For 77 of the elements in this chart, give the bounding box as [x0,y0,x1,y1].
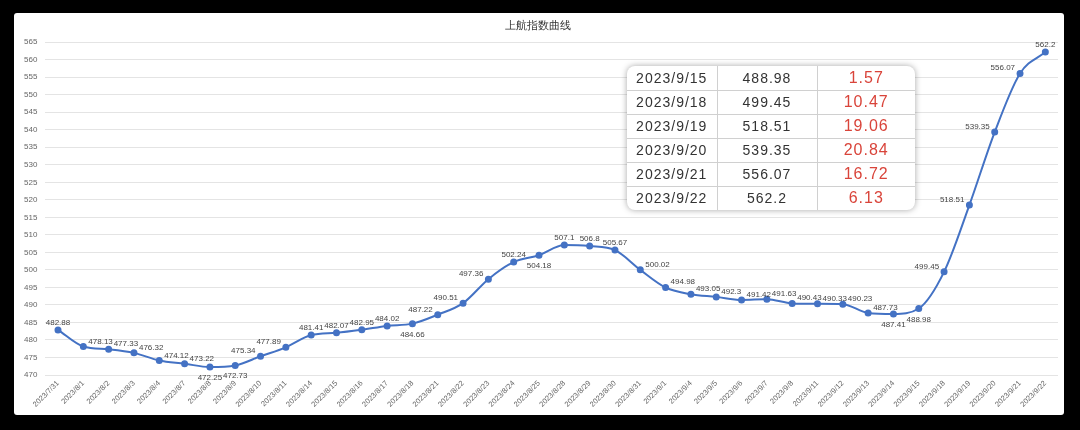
data-label: 539.35 [965,122,991,132]
data-label: 475.34 [231,346,257,356]
y-tick-label: 510 [23,230,38,240]
y-tick-label: 565 [23,37,38,47]
data-label: 490.33 [822,293,848,303]
y-tick-label: 550 [23,89,38,99]
y-tick-label: 500 [23,265,38,275]
annotation: 2023/9/21 [636,166,708,182]
data-label: 494.98 [670,277,696,287]
data-label: 477.89 [256,337,282,347]
data-label: 490.43 [797,293,823,303]
data-label: 482.95 [349,317,375,327]
annotation: 19.06 [843,117,889,134]
annotation: 6.13 [848,189,884,207]
data-label: 505.67 [602,238,628,248]
data-label: 492.3 [721,286,742,296]
data-label: 502.24 [501,250,527,260]
y-tick-label: 485 [23,317,38,327]
y-tick-label: 525 [23,177,38,187]
y-tick-label: 515 [23,212,38,222]
data-label: 472.73 [222,371,249,381]
annotation: 1.57 [848,68,884,86]
data-label: 506.8 [579,234,601,244]
y-tick-label: 505 [23,247,38,257]
annotation: 556.07 [742,166,792,182]
annotation: 2023/9/22 [636,190,708,207]
y-tick-label: 475 [23,352,38,362]
data-label: 477.33 [113,339,139,349]
data-label: 499.45 [914,261,940,271]
y-tick-label: 535 [23,142,38,152]
data-label: 504.18 [526,261,552,271]
y-tick-label: 555 [23,72,38,82]
data-label: 488.98 [906,314,932,324]
annotation: 2023/9/20 [636,142,708,158]
data-label: 481.41 [298,323,324,333]
y-tick-label: 560 [23,54,38,64]
data-label: 487.73 [873,302,899,312]
data-label: 500.02 [645,259,671,269]
data-label: 476.32 [138,342,164,352]
data-label: 484.02 [374,313,400,323]
annotation: 20.84 [843,141,889,158]
data-label: 491.63 [771,289,797,299]
data-label: 490.51 [433,293,459,303]
annotation: 2023/9/18 [636,94,708,110]
data-label: 473.22 [189,353,215,363]
data-label: 487.41 [881,320,907,330]
data-label: 497.36 [458,269,484,279]
data-label: 482.07 [324,320,350,330]
data-label: 482.88 [45,317,71,327]
y-tick-label: 470 [23,370,38,380]
data-label: 507.1 [554,233,575,243]
annotation: 16.72 [843,165,889,182]
chart-title: 上航指数曲线 [505,18,571,31]
annotation: 499.45 [742,94,792,110]
data-label: 478.13 [88,336,114,346]
data-label: 493.05 [695,284,721,294]
y-tick-label: 530 [23,160,38,170]
data-label: 556.07 [990,63,1016,73]
annotation: 2023/9/15 [636,69,708,86]
y-tick-label: 480 [23,335,38,345]
y-tick-label: 520 [23,195,38,205]
y-tick-label: 490 [23,300,38,310]
annotation: 2023/9/19 [636,118,708,134]
y-tick-label: 495 [23,282,38,292]
data-label: 487.22 [408,304,434,314]
annotation: 562.2 [746,190,788,207]
annotation: 518.51 [742,118,792,134]
data-label: 474.12 [164,350,190,360]
annotation: 488.98 [742,69,792,86]
y-tick-label: 545 [23,107,38,117]
y-tick-label: 540 [23,124,38,134]
data-label: 562.2 [1035,40,1056,50]
data-label: 484.66 [400,329,426,339]
annotation: 539.35 [742,142,792,158]
data-label: 490.23 [847,294,873,304]
annotation: 10.47 [843,93,889,110]
data-label: 518.51 [939,195,965,205]
